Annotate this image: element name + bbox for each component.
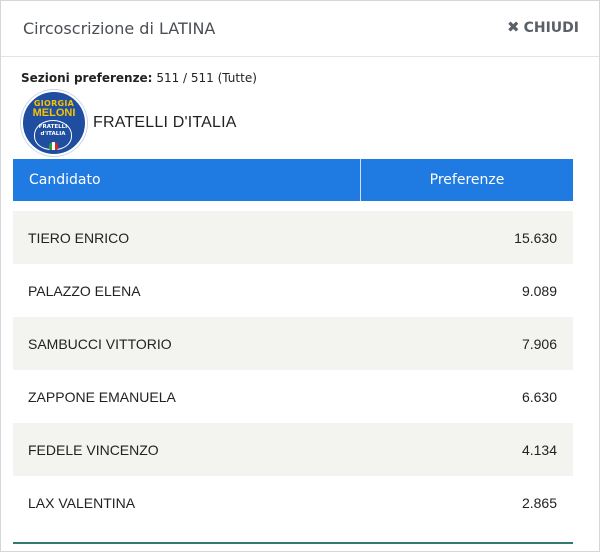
logo-text-line3: FRATELLI	[38, 124, 68, 130]
party-logo: GIORGIA MELONI FRATELLI d'ITALIA	[21, 90, 87, 156]
table-row: PALAZZO ELENA 9.089	[13, 264, 573, 317]
close-icon: ✖	[507, 18, 520, 36]
candidate-name: TIERO ENRICO	[28, 229, 130, 246]
table-row: TIERO ENRICO 15.630	[13, 211, 573, 264]
candidate-votes: 9.089	[521, 282, 557, 299]
column-header-candidate[interactable]: Candidato	[13, 159, 361, 201]
modal-title: Circoscrizione di LATINA	[23, 19, 216, 38]
logo-text-line4: d'ITALIA	[40, 131, 66, 137]
candidate-votes: 7.906	[521, 335, 557, 352]
column-header-preferences[interactable]: Preferenze	[429, 172, 505, 188]
logo-text-line2: MELONI	[32, 107, 76, 119]
close-label: CHIUDI	[523, 19, 579, 36]
candidate-votes: 15.630	[514, 229, 557, 246]
modal-header: Circoscrizione di LATINA ✖ CHIUDI	[1, 1, 599, 57]
candidate-name: ZAPPONE EMANUELA	[28, 388, 176, 405]
candidate-votes: 6.630	[521, 388, 557, 405]
candidate-name: FEDELE VINCENZO	[28, 441, 159, 458]
close-button[interactable]: ✖ CHIUDI	[507, 20, 579, 36]
candidate-votes: 4.134	[521, 441, 557, 458]
candidates-table: Candidato Preferenze TIERO ENRICO 15.630…	[13, 159, 573, 529]
tricolor-flame-icon	[49, 142, 58, 150]
party-header: GIORGIA MELONI FRATELLI d'ITALIA FRATELL…	[1, 87, 599, 159]
table-bottom-border	[13, 542, 573, 544]
table-header: Candidato Preferenze	[13, 159, 573, 201]
table-row: ZAPPONE EMANUELA 6.630	[13, 370, 573, 423]
table-row: SAMBUCCI VITTORIO 7.906	[13, 317, 573, 370]
candidate-votes: 2.865	[521, 494, 557, 511]
sections-info: Sezioni preferenze: 511 / 511 (Tutte)	[1, 57, 599, 87]
logo-text-line1: GIORGIA	[33, 99, 75, 108]
candidate-name: LAX VALENTINA	[28, 494, 136, 511]
sections-label: Sezioni preferenze:	[21, 71, 153, 85]
table-row: LAX VALENTINA 2.865	[13, 476, 573, 529]
table-row: FEDELE VINCENZO 4.134	[13, 423, 573, 476]
party-name: FRATELLI D'ITALIA	[93, 114, 237, 131]
candidate-name: PALAZZO ELENA	[28, 282, 141, 299]
candidate-name: SAMBUCCI VITTORIO	[28, 335, 172, 352]
sections-value: 511 / 511 (Tutte)	[156, 71, 257, 85]
